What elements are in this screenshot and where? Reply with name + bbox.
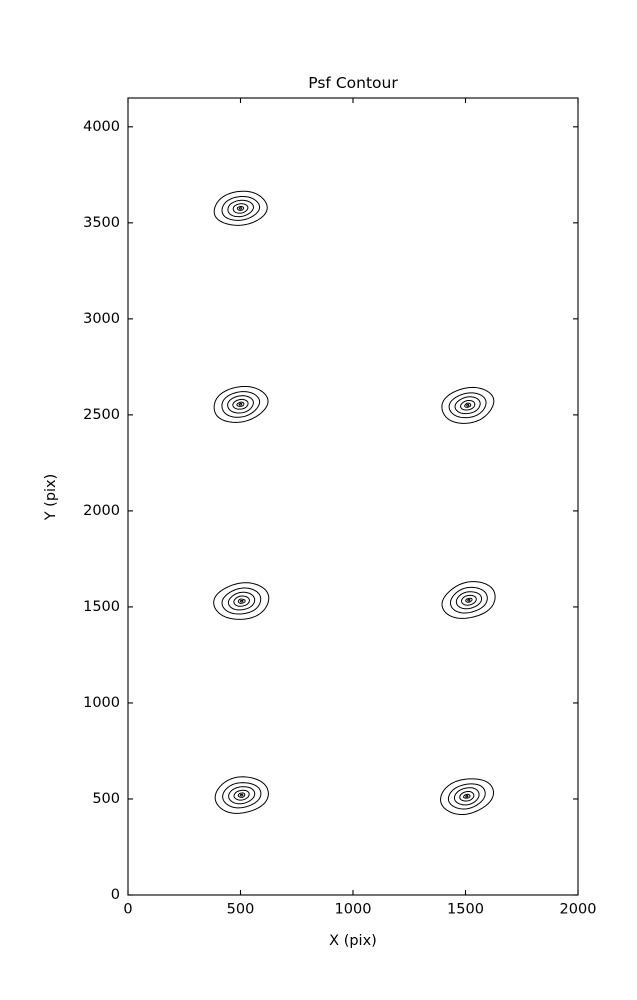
- contour-level: [239, 599, 244, 603]
- contour-level: [441, 581, 496, 619]
- axis-ticks: [127, 98, 579, 896]
- contour-level: [464, 402, 472, 408]
- contour-level: [228, 786, 256, 805]
- psf-source: [213, 190, 268, 226]
- y-tick-label: 3500: [83, 215, 120, 231]
- contour-level: [221, 391, 261, 418]
- contour-level: [238, 402, 243, 406]
- contour-level: [221, 195, 261, 221]
- contour-level: [448, 392, 487, 419]
- contour-level: [237, 598, 246, 604]
- psf-source: [441, 581, 496, 619]
- y-axis-label: Y (pix): [43, 474, 59, 522]
- contour-level: [227, 199, 254, 218]
- y-tick-label: 1000: [83, 695, 120, 711]
- x-tick-label: 1000: [335, 902, 372, 918]
- contour-level: [233, 789, 250, 801]
- contour-level: [449, 586, 488, 614]
- y-tick-label: 3000: [83, 311, 120, 327]
- contour-level: [227, 395, 254, 414]
- y-tick-label: 4000: [83, 119, 120, 135]
- contour-level: [237, 792, 246, 798]
- contour-level: [232, 398, 249, 410]
- psf-source: [214, 776, 269, 814]
- x-axis-label: X (pix): [329, 933, 377, 949]
- contour-level: [447, 783, 486, 810]
- x-tick-label: 1500: [447, 902, 484, 918]
- contour-level: [466, 403, 470, 407]
- psf-source: [213, 582, 270, 620]
- contour-level: [213, 385, 269, 423]
- page-title: Psf Contour: [308, 74, 398, 92]
- y-tick-label: 500: [92, 791, 120, 807]
- contour-layer: [213, 190, 496, 816]
- contour-level: [222, 782, 262, 809]
- contour-level: [236, 205, 245, 211]
- contour-level: [460, 399, 476, 411]
- y-tick-label: 2500: [83, 407, 120, 423]
- psf-source: [441, 386, 495, 424]
- contour-level: [459, 790, 475, 802]
- contour-level: [453, 787, 480, 806]
- contour-level: [441, 386, 495, 424]
- contour-level: [233, 595, 250, 607]
- contour-level: [238, 207, 243, 210]
- x-tick-label: 500: [227, 902, 255, 918]
- x-tick-label: 0: [123, 902, 132, 918]
- contour-level: [239, 793, 244, 797]
- contour-level: [465, 597, 473, 603]
- y-tick-label: 1500: [83, 599, 120, 615]
- contour-level: [463, 793, 471, 799]
- contour-level: [227, 591, 256, 611]
- y-tick-label: 2000: [83, 503, 120, 519]
- contour-level: [454, 396, 481, 415]
- psf-source: [213, 385, 269, 423]
- contour-level: [213, 190, 268, 226]
- contour-level: [455, 591, 483, 610]
- contour-level: [461, 594, 477, 606]
- contour-level: [213, 582, 270, 620]
- contour-level: [465, 794, 469, 798]
- axis-tick-labels: 0 500 1000 1500 2000 0 500 1000 1500 2000 2500 3000…: [83, 119, 596, 918]
- contour-level: [236, 401, 245, 407]
- y-tick-label: 0: [111, 887, 120, 903]
- contour-level: [440, 778, 494, 816]
- contour-level: [467, 598, 471, 602]
- psf-source: [440, 778, 494, 816]
- x-tick-label: 2000: [560, 902, 597, 918]
- contour-level: [232, 203, 249, 214]
- contour-level: [221, 587, 262, 615]
- contour-level: [214, 776, 269, 814]
